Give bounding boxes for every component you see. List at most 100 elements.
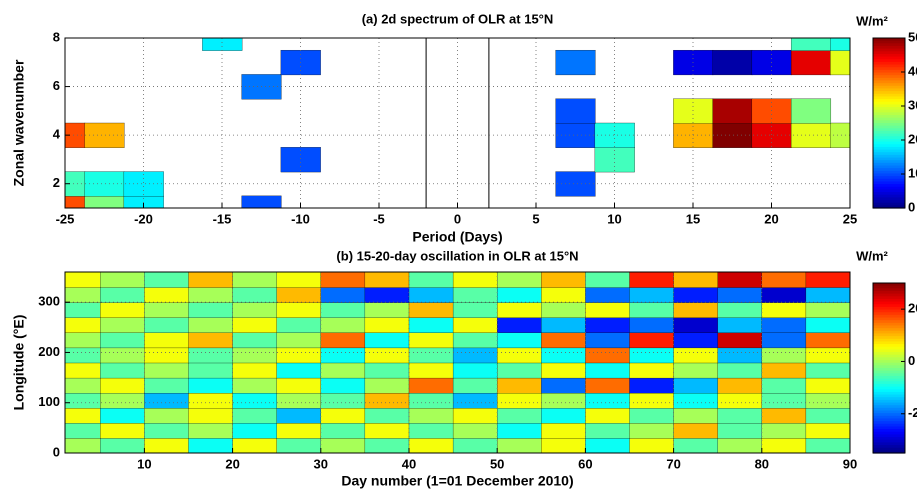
contour-cell [188, 392, 234, 409]
colorbar-swatch [873, 421, 905, 425]
contour-cell [100, 286, 146, 303]
contour-cell [629, 437, 675, 453]
x-tick-label: 40 [402, 456, 416, 471]
colorbar-swatch [873, 117, 905, 121]
contour-cell [188, 422, 234, 439]
contour-cell [805, 362, 850, 379]
colorbar-swatch [873, 445, 905, 449]
contour-cell [188, 407, 234, 424]
colorbar-swatch [873, 128, 905, 132]
colorbar-swatch [873, 178, 905, 183]
contour-cell [761, 407, 807, 424]
colorbar-swatch [873, 290, 905, 295]
contour-cell [408, 407, 454, 424]
colorbar-frame [872, 282, 906, 454]
colorbar-swatch [873, 189, 905, 193]
x-tick-label: 60 [578, 456, 592, 471]
contour-cell [541, 422, 587, 439]
colorbar-swatch [873, 75, 905, 79]
y-tick-label: 0 [53, 444, 60, 459]
colorbar-swatch [873, 186, 905, 191]
contour-cell [144, 377, 190, 394]
colorbar-swatch [873, 170, 905, 175]
colorbar-swatch [873, 437, 905, 441]
contour-cell [276, 302, 322, 318]
colorbar-tick-label: 10 [908, 165, 917, 180]
colorbar-swatch [873, 285, 905, 289]
contour-cell [100, 302, 146, 318]
contour-cell [364, 286, 410, 303]
contour-cell [585, 317, 631, 333]
contour-cell [717, 286, 763, 303]
contour-cell [276, 347, 322, 364]
contour-cell [761, 286, 807, 303]
colorbar-swatch [873, 325, 905, 329]
contour-cell [144, 332, 190, 349]
contour-cell [717, 392, 763, 409]
colorbar-swatch [873, 431, 905, 436]
colorbar-swatch [873, 362, 905, 366]
contour-cell [497, 437, 542, 453]
x-tick-label: -20 [134, 211, 153, 226]
contour-cell [497, 377, 542, 394]
contour-cell [232, 392, 278, 409]
contour-cell [100, 407, 146, 424]
contour-cell [585, 302, 631, 318]
contour-cell [364, 392, 410, 409]
colorbar-swatch [873, 85, 905, 90]
contour-cell [585, 362, 631, 379]
contour-cell [629, 422, 675, 439]
colorbar-swatch [873, 104, 905, 108]
colorbar-swatch [873, 144, 905, 148]
contour-cell [65, 317, 101, 333]
colorbar-swatch [873, 205, 905, 209]
contour-cell [585, 422, 631, 439]
contour-cell [320, 377, 366, 394]
contour-cell [364, 272, 410, 288]
contour-cell [497, 422, 542, 439]
contour-cell [100, 347, 146, 364]
contour-cell [497, 272, 542, 288]
contour-cell [100, 272, 146, 288]
contour-cell [673, 332, 719, 349]
contour-cell [188, 437, 234, 453]
contour-cell [761, 377, 807, 394]
colorbar-swatch [873, 322, 905, 327]
contour-cell [100, 392, 146, 409]
contour-cell [541, 437, 587, 453]
contour-cell [364, 332, 410, 349]
contour-cell [629, 272, 675, 288]
contour-cell [232, 437, 278, 453]
contour-cell [452, 332, 498, 349]
colorbar-swatch [873, 101, 905, 106]
contour-cell [629, 407, 675, 424]
contour-cell [320, 317, 366, 333]
colorbar-swatch [873, 152, 905, 156]
contour-cell [188, 317, 234, 333]
contour-cell [100, 362, 146, 379]
colorbar-swatch [873, 141, 905, 145]
contour-cell [320, 392, 366, 409]
contour-cell [232, 407, 278, 424]
contour-cell [320, 422, 366, 439]
contour-cell [497, 332, 542, 349]
contour-cell [717, 362, 763, 379]
contour-cell [276, 317, 322, 333]
colorbar-swatch [873, 107, 905, 111]
contour-cell [805, 377, 850, 394]
colorbar-swatch [873, 149, 905, 153]
contour-cell [188, 286, 234, 303]
colorbar-swatch [873, 154, 905, 159]
contour-cell [712, 98, 753, 124]
colorbar-swatch [873, 202, 905, 206]
contour-cell [805, 407, 850, 424]
contour-cell [541, 377, 587, 394]
x-tick-label: 20 [225, 456, 239, 471]
contour-cell [541, 272, 587, 288]
colorbar-tick-label: 30 [908, 97, 917, 112]
colorbar-swatch [873, 423, 905, 428]
contour-cell [408, 437, 454, 453]
contour-cell [408, 317, 454, 333]
colorbar-swatch [873, 354, 905, 358]
x-tick-label: -25 [56, 211, 75, 226]
